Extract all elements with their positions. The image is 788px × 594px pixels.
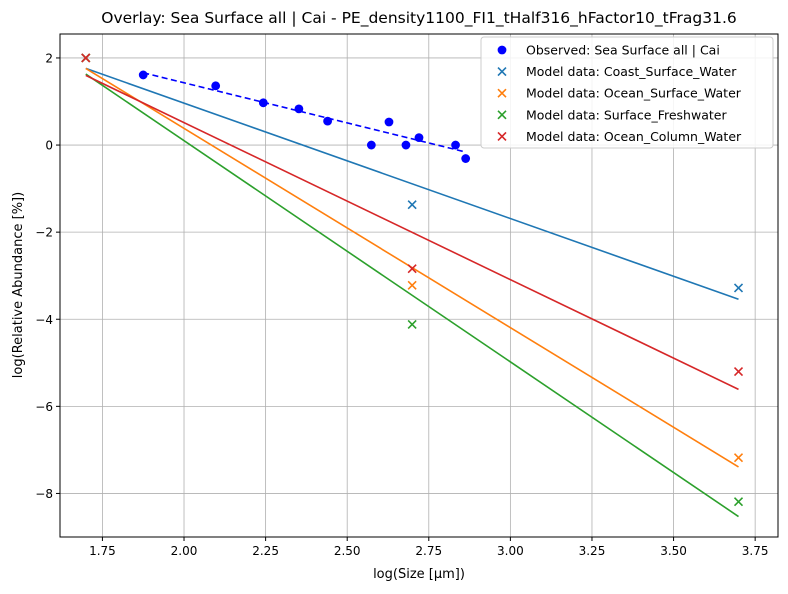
model-fit-line [85, 73, 739, 518]
legend-marker-model [497, 88, 507, 98]
legend-label: Model data: Ocean_Surface_Water [526, 86, 742, 101]
x-tick-label: 3.50 [660, 544, 687, 558]
y-tick-label: −2 [35, 226, 53, 240]
x-tick-label: 2.00 [171, 544, 198, 558]
x-tick-label: 1.75 [89, 544, 116, 558]
x-tick-label: 2.75 [415, 544, 442, 558]
observed-point [384, 117, 394, 127]
x-tick-label: 3.75 [742, 544, 769, 558]
observed-point [461, 154, 471, 163]
chart-legend: Observed: Sea Surface all | Cai Model dat… [480, 36, 774, 149]
model-point [407, 319, 417, 330]
observed-fit-line [143, 71, 466, 153]
x-tick-label: 3.25 [579, 544, 606, 558]
legend-marker-model [497, 131, 507, 141]
observed-point [211, 81, 221, 91]
observed-point [138, 70, 148, 80]
model-point [407, 280, 417, 290]
model-point [81, 53, 91, 63]
model-point [733, 283, 744, 293]
observed-point [366, 140, 376, 150]
observed-point [323, 116, 333, 126]
legend-marker-model [497, 110, 507, 120]
y-axis-label: log(Relative Abundance [%]) [11, 192, 26, 378]
data-points [81, 53, 744, 507]
x-axis-label: log(Size [µm]) [373, 567, 465, 582]
model-point [733, 366, 744, 377]
legend-label: Model data: Surface_Freshwater [526, 107, 727, 122]
model-fit-line [85, 67, 739, 300]
observed-point [258, 98, 268, 108]
legend-label: Model data: Ocean_Column_Water [526, 129, 742, 144]
observed-point [414, 133, 424, 143]
x-axis-ticks: 1.75 2.00 2.25 2.50 2.75 3.00 3.25 3.50 3.75 [89, 537, 769, 558]
model-point [733, 453, 744, 463]
x-tick-label: 2.25 [252, 544, 279, 558]
y-tick-label: 0 [45, 139, 53, 153]
legend-label: Observed: Sea Surface all | Cai [526, 43, 720, 58]
observed-point [294, 104, 304, 114]
legend-label: Model data: Coast_Surface_Water [526, 64, 737, 79]
observed-point [451, 140, 460, 150]
y-tick-label: −4 [35, 313, 53, 327]
observed-point [401, 140, 411, 150]
x-tick-label: 2.50 [334, 544, 361, 558]
model-point [733, 497, 744, 507]
model-point [407, 200, 417, 210]
legend-marker-model [497, 67, 507, 77]
plot-area-frame [59, 33, 779, 538]
y-tick-label: −8 [35, 487, 53, 501]
model-point [407, 264, 417, 274]
y-tick-label: −6 [35, 400, 53, 414]
y-tick-label: 2 [45, 51, 53, 65]
y-axis-ticks: −8 −6 −4 −2 0 2 [35, 51, 60, 501]
legend-marker-observed [497, 45, 507, 55]
model-fit-line [85, 74, 739, 391]
x-tick-label: 3.00 [497, 544, 524, 558]
legend-box [480, 36, 774, 149]
chart-title: Overlay: Sea Surface all | Cai - PE_dens… [101, 9, 737, 28]
